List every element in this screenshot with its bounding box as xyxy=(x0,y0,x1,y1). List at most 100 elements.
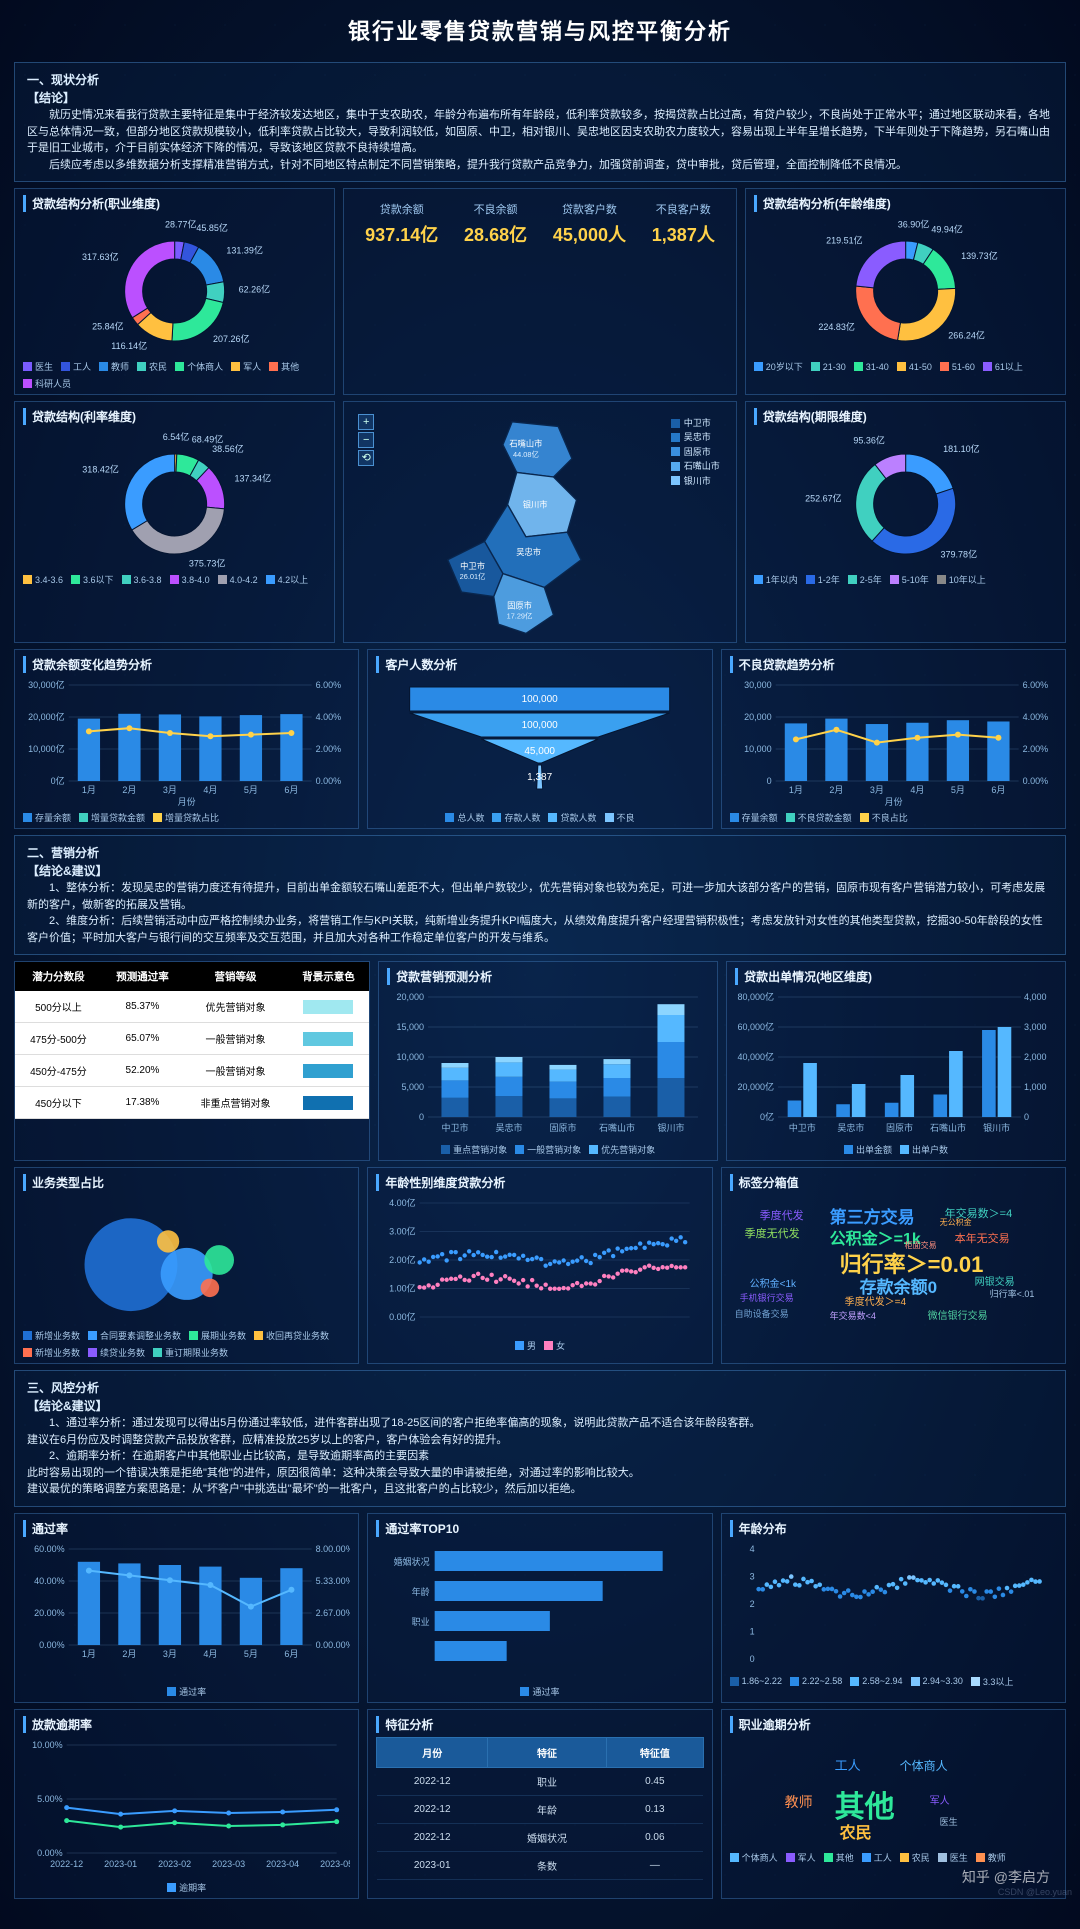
legend-item: 不良 xyxy=(605,811,635,824)
svg-text:6月: 6月 xyxy=(284,1649,298,1659)
legend-item: 31-40 xyxy=(854,360,889,373)
legend-item: 军人 xyxy=(786,1851,816,1864)
word-tag: 教师 xyxy=(785,1792,813,1812)
word-tag: 柜面交易 xyxy=(905,1240,937,1251)
svg-text:0.00%: 0.00% xyxy=(1022,776,1048,786)
svg-text:1.00亿: 1.00亿 xyxy=(389,1283,416,1294)
svg-text:2023-04: 2023-04 xyxy=(266,1859,299,1869)
legend-item: 医生 xyxy=(938,1851,968,1864)
svg-text:5.00%: 5.00% xyxy=(37,1794,63,1804)
svg-text:0: 0 xyxy=(419,1112,424,1122)
legend-item: 存款人数 xyxy=(492,811,540,824)
svg-text:4,000: 4,000 xyxy=(1024,992,1047,1002)
svg-text:3: 3 xyxy=(749,1571,754,1581)
legend-item: 3.6以下 xyxy=(71,573,114,586)
svg-text:固原市: 固原市 xyxy=(886,1122,913,1133)
legend-item: 增量贷款金额 xyxy=(79,811,145,824)
svg-text:20,000亿: 20,000亿 xyxy=(738,1081,775,1092)
svg-text:137.34亿: 137.34亿 xyxy=(235,473,272,484)
word-tag: 季度代发 xyxy=(760,1207,804,1223)
table-row: 2022-12职业0.45 xyxy=(377,1767,703,1795)
svg-text:5月: 5月 xyxy=(244,785,258,795)
kpi-item: 贷款余额937.14亿 xyxy=(365,201,438,247)
svg-text:2.00%: 2.00% xyxy=(1022,744,1048,754)
svg-text:职业: 职业 xyxy=(412,1617,430,1627)
section-2-text: 二、营销分析 【结论&建议】 1、整体分析：发现吴忠的营销力度还有待提升，目前出… xyxy=(14,835,1066,955)
word-tag: 手机银行交易 xyxy=(740,1291,794,1304)
legend-item: 61以上 xyxy=(983,360,1023,373)
legend-item: 个体商人 xyxy=(730,1851,778,1864)
svg-text:石嘴山市: 石嘴山市 xyxy=(930,1122,966,1133)
legend-item: 4.0-4.2 xyxy=(218,573,258,586)
word-tag: 微信银行交易 xyxy=(928,1307,988,1322)
panel-balance-trend: 贷款余额变化趋势分析 0亿0.00%10,000亿2.00%20,000亿4.0… xyxy=(14,649,359,829)
legend-item: 2-5年 xyxy=(848,573,882,586)
svg-text:4月: 4月 xyxy=(203,1649,217,1659)
panel-predict: 贷款营销预测分析 05,00010,00015,00020,000中卫市吴忠市固… xyxy=(378,961,718,1161)
svg-text:116.14亿: 116.14亿 xyxy=(111,340,147,351)
map-reset[interactable]: ⟲ xyxy=(358,450,374,466)
svg-text:44.08亿: 44.08亿 xyxy=(513,450,539,459)
svg-text:20,000: 20,000 xyxy=(397,992,425,1002)
svg-text:2.00亿: 2.00亿 xyxy=(389,1254,416,1265)
svg-text:月份: 月份 xyxy=(884,796,902,807)
svg-text:224.83亿: 224.83亿 xyxy=(818,321,855,332)
svg-text:40.00%: 40.00% xyxy=(34,1576,65,1586)
svg-text:年龄: 年龄 xyxy=(412,1586,430,1597)
legend-item: 合同要素调整业务数 xyxy=(88,1329,181,1342)
svg-text:8.00.00%: 8.00.00% xyxy=(316,1544,351,1554)
svg-text:0: 0 xyxy=(749,1654,754,1664)
svg-text:银川市: 银川市 xyxy=(523,499,548,509)
svg-text:0.00%: 0.00% xyxy=(39,1640,65,1650)
svg-text:20,000亿: 20,000亿 xyxy=(28,711,65,722)
svg-text:68.49亿: 68.49亿 xyxy=(192,433,224,444)
legend-item: 新增业务数 xyxy=(23,1329,80,1342)
word-tag: 医生 xyxy=(940,1815,958,1828)
svg-text:219.51亿: 219.51亿 xyxy=(826,235,863,246)
section-3-text: 三、风控分析 【结论&建议】 1、通过率分析：通过发现可以得出5月份通过率较低，… xyxy=(14,1370,1066,1507)
legend-item: 2.94~3.30 xyxy=(911,1675,963,1688)
panel-scatter-age: 年龄性别维度贷款分析 0.00亿1.00亿2.00亿3.00亿4.00亿 男女 xyxy=(367,1167,712,1364)
legend-item: 2.22~2.58 xyxy=(790,1675,842,1688)
svg-text:60.00%: 60.00% xyxy=(34,1544,65,1554)
svg-text:38.56亿: 38.56亿 xyxy=(212,443,244,454)
svg-text:25.84亿: 25.84亿 xyxy=(92,321,124,332)
svg-text:60,000亿: 60,000亿 xyxy=(738,1021,775,1032)
panel-map: + − ⟲ 中卫市吴忠市固原市石嘴山市银川市 石嘴山市44.08亿银川市吴忠市中… xyxy=(343,401,736,643)
map-zoom-out[interactable]: − xyxy=(358,432,374,448)
svg-text:318.42亿: 318.42亿 xyxy=(82,464,119,475)
svg-text:2023-05: 2023-05 xyxy=(320,1859,350,1869)
svg-text:3,000: 3,000 xyxy=(1024,1022,1047,1032)
legend-item: 3.8-4.0 xyxy=(170,573,210,586)
word-tag: 个体商人 xyxy=(900,1757,948,1774)
map-zoom-in[interactable]: + xyxy=(358,414,374,430)
word-tag: 本年无交易 xyxy=(955,1230,1010,1246)
svg-text:中卫市: 中卫市 xyxy=(460,561,485,571)
svg-text:15,000: 15,000 xyxy=(397,1022,425,1032)
legend-item: 通过率 xyxy=(520,1685,559,1698)
legend-item: 总人数 xyxy=(445,811,484,824)
table-row: 2023-01条数— xyxy=(377,1851,703,1879)
svg-text:49.94亿: 49.94亿 xyxy=(931,223,963,234)
panel-bubble: 业务类型占比 新增业务数合同要素调整业务数展期业务数收回再贷业务数新增业务数续贷… xyxy=(14,1167,359,1364)
section-1-text: 一、现状分析 【结论】 就历史情况来看我行贷款主要特征是集中于经济较发达地区，集… xyxy=(14,62,1066,182)
panel-donut-age: 贷款结构分析(年龄维度) 36.90亿49.94亿139.73亿266.24亿2… xyxy=(745,188,1066,395)
panel-donut-job: 贷款结构分析(职业维度) 28.77亿45.85亿131.39亿62.26亿20… xyxy=(14,188,335,395)
svg-text:1月: 1月 xyxy=(82,1649,96,1659)
legend-item: 出单户数 xyxy=(900,1143,948,1156)
word-tag: 军人 xyxy=(930,1792,950,1807)
svg-text:2月: 2月 xyxy=(122,1649,136,1659)
svg-text:45,000: 45,000 xyxy=(525,746,556,757)
svg-text:100,000: 100,000 xyxy=(522,720,559,731)
legend-item: 3.4-3.6 xyxy=(23,573,63,586)
panel-donut-term: 贷款结构(期限维度) 181.10亿379.78亿252.67亿95.36亿 1… xyxy=(745,401,1066,643)
legend-item: 展期业务数 xyxy=(189,1329,246,1342)
svg-text:10.00%: 10.00% xyxy=(32,1740,63,1750)
svg-text:0: 0 xyxy=(1024,1112,1029,1122)
svg-text:5月: 5月 xyxy=(951,785,965,795)
svg-text:3.00亿: 3.00亿 xyxy=(389,1226,416,1237)
svg-text:吴忠市: 吴忠市 xyxy=(496,1122,523,1133)
svg-text:317.63亿: 317.63亿 xyxy=(82,251,119,262)
svg-text:4月: 4月 xyxy=(910,785,924,795)
legend-item: 20岁以下 xyxy=(754,360,803,373)
